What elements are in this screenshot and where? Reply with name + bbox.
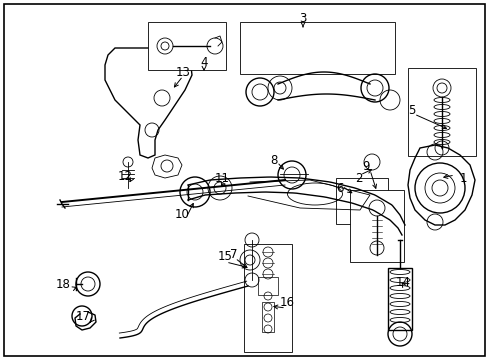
Text: 16: 16 [280, 297, 294, 310]
Text: 15: 15 [218, 249, 232, 262]
Bar [244, 244, 291, 352]
Bar [387, 268, 411, 330]
Text: 6: 6 [335, 181, 343, 194]
Text: 2: 2 [354, 171, 362, 184]
Text: 12: 12 [118, 170, 133, 183]
Bar [258, 277, 278, 295]
Bar [240, 22, 394, 74]
Text: 10: 10 [175, 208, 189, 221]
Text: 14: 14 [395, 275, 410, 288]
Text: 1: 1 [459, 171, 467, 184]
Bar [349, 190, 403, 262]
Text: 5: 5 [407, 104, 414, 117]
Text: 11: 11 [215, 171, 229, 184]
Text: 9: 9 [361, 159, 369, 172]
Bar [407, 68, 475, 156]
Text: 7: 7 [229, 248, 237, 261]
Text: 17: 17 [76, 310, 91, 323]
Text: 18: 18 [56, 278, 71, 291]
Bar [335, 178, 387, 224]
Text: 8: 8 [269, 153, 277, 166]
Text: 13: 13 [176, 66, 190, 78]
Text: 3: 3 [298, 12, 306, 24]
Bar [262, 302, 273, 332]
Bar [148, 22, 225, 70]
Text: 4: 4 [200, 55, 207, 68]
